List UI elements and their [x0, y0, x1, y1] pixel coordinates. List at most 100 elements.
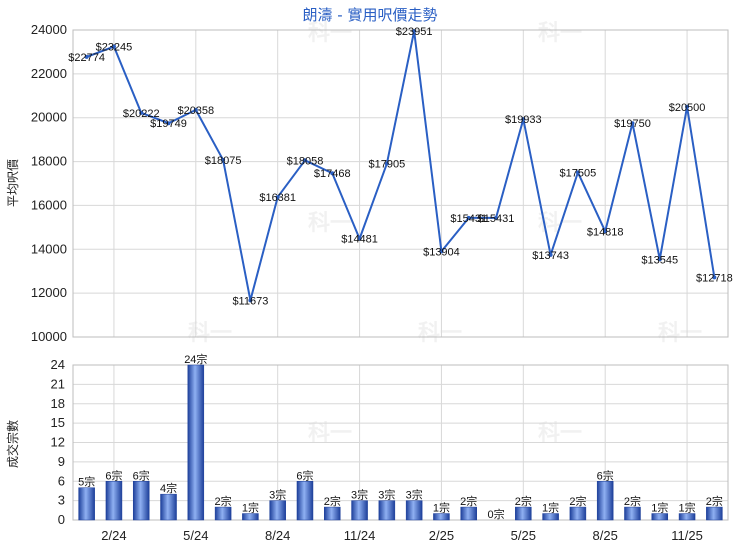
volume-bar-label: 3宗 [351, 488, 368, 502]
price-point [630, 121, 635, 126]
volume-bar [269, 500, 286, 521]
volume-bar-label: 2宗 [706, 494, 723, 508]
price-point [575, 170, 580, 175]
price-point-label: $19750 [614, 118, 651, 130]
x-tick-label: 11/24 [344, 528, 376, 543]
watermark-text: 科一 [538, 421, 582, 446]
x-tick-label: 2/24 [101, 528, 126, 543]
price-point-label: $14481 [341, 234, 378, 246]
price-point-label: $20358 [177, 105, 214, 117]
volume-bar-label: 2宗 [569, 494, 586, 508]
volume-bar-label: 2宗 [460, 494, 477, 508]
volume-bar-label: 24宗 [184, 352, 207, 366]
price-point-label: $23951 [396, 26, 433, 38]
watermark-text: 科一 [308, 211, 352, 236]
watermark-text: 科一 [188, 321, 232, 346]
price-point [384, 161, 389, 166]
price-y-tick-label: 10000 [31, 329, 67, 344]
price-line-layer [84, 29, 717, 303]
volume-bar [433, 513, 450, 521]
price-point [466, 215, 471, 220]
volume-bar [214, 506, 232, 521]
price-point [603, 229, 608, 234]
volume-y-tick-label: 3 [58, 493, 65, 508]
price-point-label: $13545 [641, 254, 678, 266]
volume-chart-grid [72, 364, 729, 521]
volume-bar [460, 506, 477, 521]
price-point [330, 171, 335, 176]
volume-bar [324, 506, 341, 521]
volume-bar [132, 481, 150, 521]
price-point [494, 215, 499, 220]
volume-bar-label: 2宗 [324, 494, 341, 508]
volume-bar-label: 2宗 [624, 494, 641, 508]
price-point [84, 54, 89, 59]
price-y-tick-label: 20000 [31, 110, 67, 125]
price-point-label: $15431 [478, 213, 515, 225]
volume-bar-label: 1宗 [651, 501, 668, 515]
volume-bar [105, 481, 123, 521]
price-point-label: $18058 [287, 155, 324, 167]
price-y-tick-label: 18000 [31, 154, 67, 169]
volume-bar [351, 500, 368, 521]
price-point-label: $20500 [669, 102, 706, 114]
volume-bars [78, 364, 723, 521]
price-point [548, 252, 553, 257]
volume-bar-label: 6宗 [105, 468, 122, 482]
watermark-text: 科一 [418, 321, 462, 346]
volume-bar-label: 1宗 [679, 501, 696, 515]
volume-bar-label: 4宗 [160, 481, 177, 495]
price-point-label: $13904 [423, 246, 460, 258]
price-point [275, 195, 280, 200]
price-point-label: $17505 [560, 167, 597, 179]
price-point-label: $17905 [368, 159, 405, 171]
volume-bar-label: 1宗 [242, 501, 259, 515]
x-tick-label: 5/25 [511, 528, 536, 543]
price-point [111, 44, 116, 49]
volume-y-tick-label: 15 [51, 415, 65, 430]
price-point [302, 158, 307, 163]
volume-bar-label: 2宗 [215, 494, 232, 508]
price-y-tick-label: 12000 [31, 285, 67, 300]
volume-plot-frame [72, 364, 729, 521]
volume-bar-label: 5宗 [78, 475, 95, 489]
price-point [221, 157, 226, 162]
volume-bar [378, 500, 396, 521]
volume-bar-label: 2宗 [515, 494, 532, 508]
volume-bar-label: 1宗 [433, 501, 450, 515]
price-y-tick-label: 24000 [31, 22, 67, 37]
volume-bar [160, 493, 177, 521]
volume-y-tick-label: 18 [51, 396, 65, 411]
volume-bar-label: 0宗 [487, 507, 504, 521]
price-y-axis-label: 平均呎價 [6, 159, 20, 207]
volume-bar-label: 3宗 [269, 488, 286, 502]
price-line [86, 30, 716, 302]
volume-bar [651, 513, 669, 521]
volume-bar-label: 3宗 [406, 488, 423, 502]
price-point-label: $16381 [259, 192, 296, 204]
price-point [139, 110, 144, 115]
price-point-label: $18075 [205, 155, 242, 167]
volume-bar [678, 513, 696, 521]
price-point-label: $19749 [150, 118, 187, 130]
price-point [685, 104, 690, 109]
price-point [712, 275, 717, 280]
price-point-label: $15431 [450, 213, 487, 225]
price-point [521, 117, 526, 122]
volume-bar [187, 364, 205, 521]
x-tick-label: 5/24 [183, 528, 208, 543]
volume-bar [596, 481, 614, 521]
volume-bar [78, 487, 95, 521]
price-point [357, 236, 362, 241]
price-y-tick-label: 16000 [31, 197, 67, 212]
x-tick-label: 8/24 [265, 528, 290, 543]
volume-bar [405, 500, 423, 521]
volume-y-tick-label: 0 [58, 512, 65, 527]
price-point [248, 298, 253, 303]
watermark-text: 科一 [538, 21, 582, 46]
chart-title: 朗濤 - 實用呎價走勢 [303, 6, 438, 24]
volume-bar [569, 506, 587, 521]
price-point [439, 249, 444, 254]
